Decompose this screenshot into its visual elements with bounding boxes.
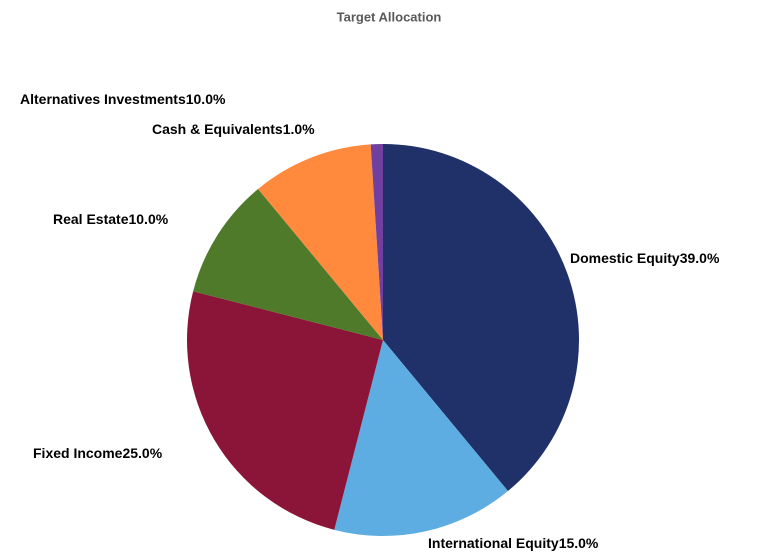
pie-slice bbox=[334, 340, 508, 536]
pie-slice bbox=[258, 144, 383, 340]
value-label: 39.0% bbox=[680, 250, 720, 266]
slice-label: Real Estate10.0% bbox=[53, 211, 169, 227]
category-name: Alternatives Investments bbox=[20, 91, 186, 107]
value-label: 10.0% bbox=[128, 211, 168, 227]
slice-label: Fixed Income25.0% bbox=[33, 445, 163, 461]
slice-label: Alternatives Investments10.0% bbox=[20, 91, 226, 107]
category-name: Fixed Income bbox=[33, 445, 123, 461]
slice-label: International Equity15.0% bbox=[428, 535, 599, 551]
category-name: International Equity bbox=[428, 535, 559, 551]
category-name: Real Estate bbox=[53, 211, 129, 227]
value-label: 10.0% bbox=[186, 91, 226, 107]
slice-label: Cash & Equivalents1.0% bbox=[152, 121, 315, 137]
pie-slice bbox=[193, 188, 383, 340]
chart-title: Target Allocation bbox=[337, 9, 442, 24]
slice-label: Domestic Equity39.0% bbox=[570, 250, 720, 266]
value-label: 25.0% bbox=[122, 445, 162, 461]
value-label: 1.0% bbox=[283, 121, 315, 137]
value-label: 15.0% bbox=[559, 535, 599, 551]
pie-slice bbox=[370, 144, 383, 340]
category-name: Domestic Equity bbox=[570, 250, 680, 266]
pie-slice bbox=[186, 291, 383, 530]
category-name: Cash & Equivalents bbox=[152, 121, 283, 137]
pie-slice bbox=[383, 144, 579, 492]
